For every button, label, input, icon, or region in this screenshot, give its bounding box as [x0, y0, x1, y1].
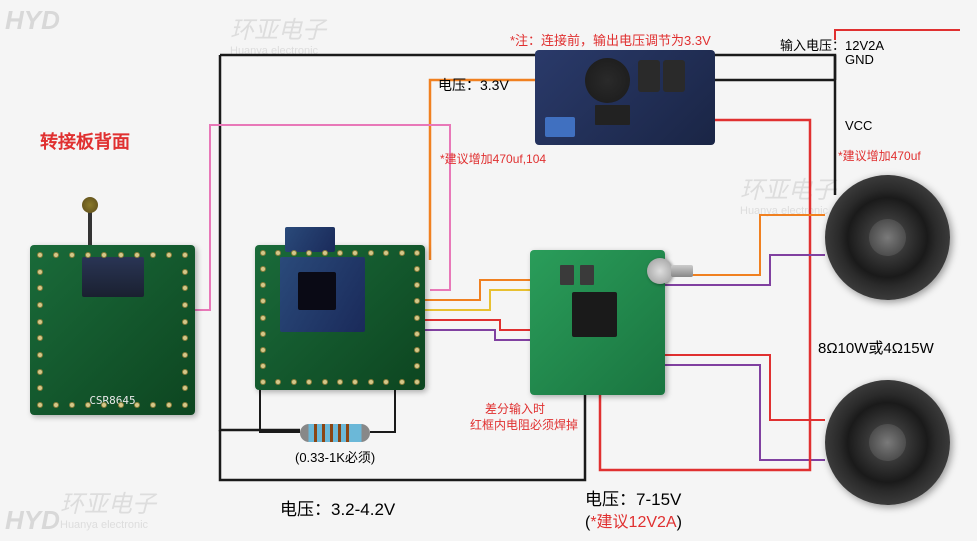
label-vcc: VCC: [845, 118, 872, 133]
regulator-cap2: [638, 60, 660, 92]
label-red-box: 红框内电阻必须焊掉: [470, 416, 578, 433]
label-voltage-33: 电压：3.3V: [438, 75, 509, 95]
bluetooth-pcb: [255, 245, 425, 390]
amplifier-pcb: [530, 250, 665, 395]
watermark-brand-2: 环亚电子 Huanya electronic: [740, 170, 836, 217]
label-note-voltage: *注：连接前，输出电压调节为3.3V: [510, 30, 711, 49]
volume-shaft: [671, 265, 693, 277]
label-suggest-cap2: *建议增加470uf: [838, 147, 921, 164]
label-suggest-12v-inner: *建议12V2A: [590, 514, 676, 531]
watermark-hyd-bl: HYD: [5, 505, 60, 536]
regulator-potentiometer: [545, 117, 575, 137]
speaker-bottom: [825, 380, 950, 505]
watermark-cn: 环亚电子: [230, 17, 326, 44]
amp-cap2: [580, 265, 594, 285]
label-resistor-note: (0.33-1K必须): [295, 447, 375, 466]
speaker-top: [825, 175, 950, 300]
label-suggest-cap1: *建议增加470uf,104: [440, 150, 546, 167]
adapter-antenna: [88, 205, 92, 245]
regulator-cap1: [663, 60, 685, 92]
label-voltage-7-15: 电压：7-15V: [585, 485, 681, 510]
watermark-hyd: HYD: [5, 5, 60, 36]
watermark-cn-2: 环亚电子: [740, 177, 836, 204]
adapter-pcb-back: CSR8645: [30, 245, 195, 415]
amp-cap1: [560, 265, 574, 285]
label-speaker-spec: 8Ω10W或4Ω15W: [818, 337, 934, 358]
bt-antenna-module: [285, 227, 335, 252]
watermark-en-bl: Huanya electronic: [60, 519, 156, 531]
bt-ic: [298, 272, 336, 310]
regulator-ic: [595, 105, 630, 125]
label-diff-input: 差分输入时: [485, 400, 545, 417]
watermark-brand: 环亚电子 Huanya electronic: [230, 10, 326, 57]
watermark-en: Huanya electronic: [230, 45, 326, 57]
watermark-cn-bl: 环亚电子: [60, 491, 156, 518]
label-gnd: GND: [845, 52, 874, 67]
adapter-bt-chip: [82, 257, 144, 297]
resistor-component: [300, 424, 370, 442]
amp-ic: [572, 292, 617, 337]
label-voltage-32-42: 电压：3.2-4.2V: [280, 495, 395, 520]
label-adapter-back: 转接板背面: [40, 128, 130, 154]
regulator-inductor: [585, 58, 630, 103]
label-suggest-12v: (*建议12V2A): [585, 508, 682, 532]
bt-main-module: [280, 257, 365, 332]
watermark-brand-bl: 环亚电子 Huanya electronic: [60, 484, 156, 531]
watermark-en-2: Huanya electronic: [740, 205, 836, 217]
volume-knob: [647, 258, 673, 284]
voltage-regulator-module: [535, 50, 715, 145]
